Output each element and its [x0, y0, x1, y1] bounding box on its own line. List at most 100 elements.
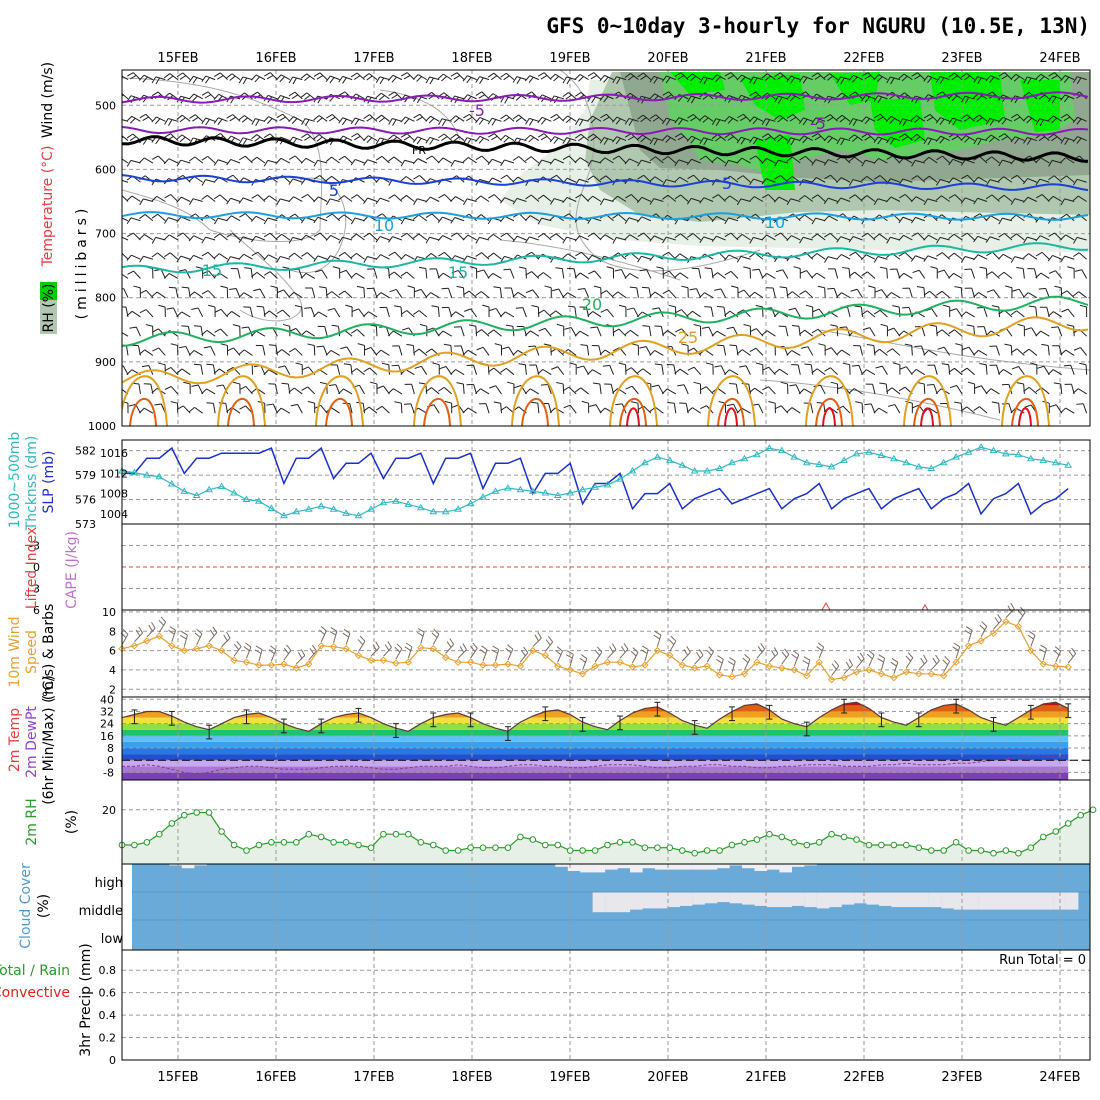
wind-barb-flag: [1035, 235, 1041, 242]
wind-barb-flag: [749, 387, 756, 394]
wind-barb-flag: [952, 119, 957, 126]
wind-barb-flag: [537, 133, 545, 138]
wind-barb-shaft: [893, 662, 899, 674]
wind-barb-shaft: [703, 236, 714, 241]
wind-barb-flag: [241, 117, 248, 123]
rh2m-marker: [205, 809, 213, 816]
wind-barb-flag: [727, 74, 735, 80]
wind-barb-flag: [857, 655, 863, 662]
wind-barb-shaft: [979, 406, 988, 414]
wind10m-marker: [877, 670, 886, 678]
wind-barb-shaft: [616, 136, 627, 142]
wind-barb-flag: [609, 646, 614, 653]
ylabel-thick-b: Thcknss (dm): [24, 436, 40, 532]
wind-barb-flag: [777, 75, 784, 80]
wind-barb-shaft: [395, 648, 403, 660]
wind-barb-flag: [429, 77, 434, 85]
wind-barb-flag: [839, 117, 846, 123]
temp2m-tick-label: 32: [100, 705, 114, 718]
rh2m-marker: [230, 841, 238, 849]
wind-barb-flag: [690, 75, 697, 82]
wind-barb-flag: [503, 137, 510, 143]
wind-barb-shaft: [370, 647, 380, 657]
wind-barb-flag: [263, 271, 271, 276]
wind-barb-flag: [877, 138, 883, 145]
wind-barb-shaft: [673, 403, 677, 414]
wind-barb-flag: [413, 198, 418, 205]
wind-barb-flag: [923, 255, 929, 262]
wind-barb-flag: [203, 346, 211, 349]
mid-cloud-gap: [916, 892, 929, 908]
wind-barb-flag: [786, 156, 793, 162]
wind-barb-flag: [662, 179, 667, 186]
wind-barb-flag: [490, 75, 498, 81]
wind-barb-flag: [500, 174, 508, 180]
wind-barb-flag: [699, 292, 705, 299]
wind-barb-flag: [753, 77, 758, 85]
wind-barb-flag: [351, 133, 358, 138]
wind-barb-flag: [232, 324, 240, 327]
wind-barb-flag: [406, 343, 414, 346]
wind-barb-shaft: [1053, 133, 1063, 141]
wind10m-marker: [280, 660, 288, 668]
rh2m-marker: [865, 841, 873, 849]
wind-barb-flag: [512, 349, 519, 356]
wind-barb-flag: [388, 194, 395, 200]
temp-contour-label: -5: [810, 114, 826, 133]
wind-barb-flag: [450, 133, 457, 139]
wind-barb-flag: [989, 76, 995, 83]
wind-barb-flag: [907, 652, 914, 659]
wind-barb-shaft: [156, 291, 166, 299]
wind-barb-flag: [994, 617, 1000, 624]
top-date-label: 20FEB: [647, 51, 688, 66]
wind-barb-flag: [674, 176, 680, 183]
wind-barb-shaft: [417, 136, 427, 142]
wind-barb-flag: [786, 75, 792, 83]
wind-barb-flag: [576, 365, 584, 369]
wind-barb-flag: [488, 133, 495, 138]
wind10m-marker: [267, 661, 276, 669]
rh2m-marker: [1015, 849, 1022, 857]
wind-barb-flag: [326, 213, 333, 219]
wind-barb-shaft: [231, 407, 241, 414]
wind10m-marker: [541, 651, 550, 660]
ylabel-thick-a: 1000~500mb: [7, 432, 23, 529]
wind-barb-flag: [961, 232, 968, 238]
wind-barb-flag: [1010, 214, 1017, 221]
wind-barb-flag: [255, 645, 263, 650]
wind-barb-flag: [400, 310, 407, 315]
wind-barb-flag: [214, 328, 221, 333]
wind-barb-flag: [213, 93, 220, 100]
wind-barb-shaft: [978, 349, 988, 356]
wind-barb-shaft: [643, 232, 652, 241]
wind-barb-flag: [313, 72, 321, 77]
wind-barb-shaft: [196, 633, 203, 645]
wind-barb-flag: [1016, 267, 1024, 270]
wind-barb-flag: [574, 133, 582, 139]
wind-barb-shaft: [394, 91, 403, 100]
wind-barb-shaft: [1003, 253, 1013, 260]
wind-barb-shaft: [603, 137, 614, 142]
wind-barb-flag: [332, 266, 340, 269]
wind-barb-shaft: [255, 74, 266, 81]
wind-barb-shaft: [794, 307, 801, 318]
wind-barb-shaft: [330, 234, 340, 241]
wind-barb-shaft: [692, 73, 701, 81]
wind-barb-flag: [507, 381, 515, 385]
wind-barb-flag: [640, 75, 647, 80]
wind-barb-shaft: [681, 328, 689, 337]
wind-barb-flag: [862, 327, 870, 331]
wind-barb-shaft: [998, 403, 1000, 414]
wind-barb-shaft: [927, 255, 938, 260]
wind-barb-shaft: [778, 159, 788, 164]
wind-barb-flag: [998, 194, 1005, 200]
wind-barb-shaft: [262, 345, 266, 356]
wind-barb-shaft: [604, 74, 614, 81]
rh2m-marker: [392, 830, 400, 838]
wind-barb-flag: [711, 235, 717, 243]
wind-barb-flag: [478, 94, 486, 99]
wind-barb-shaft: [133, 72, 141, 80]
rh2m-marker: [504, 844, 512, 852]
